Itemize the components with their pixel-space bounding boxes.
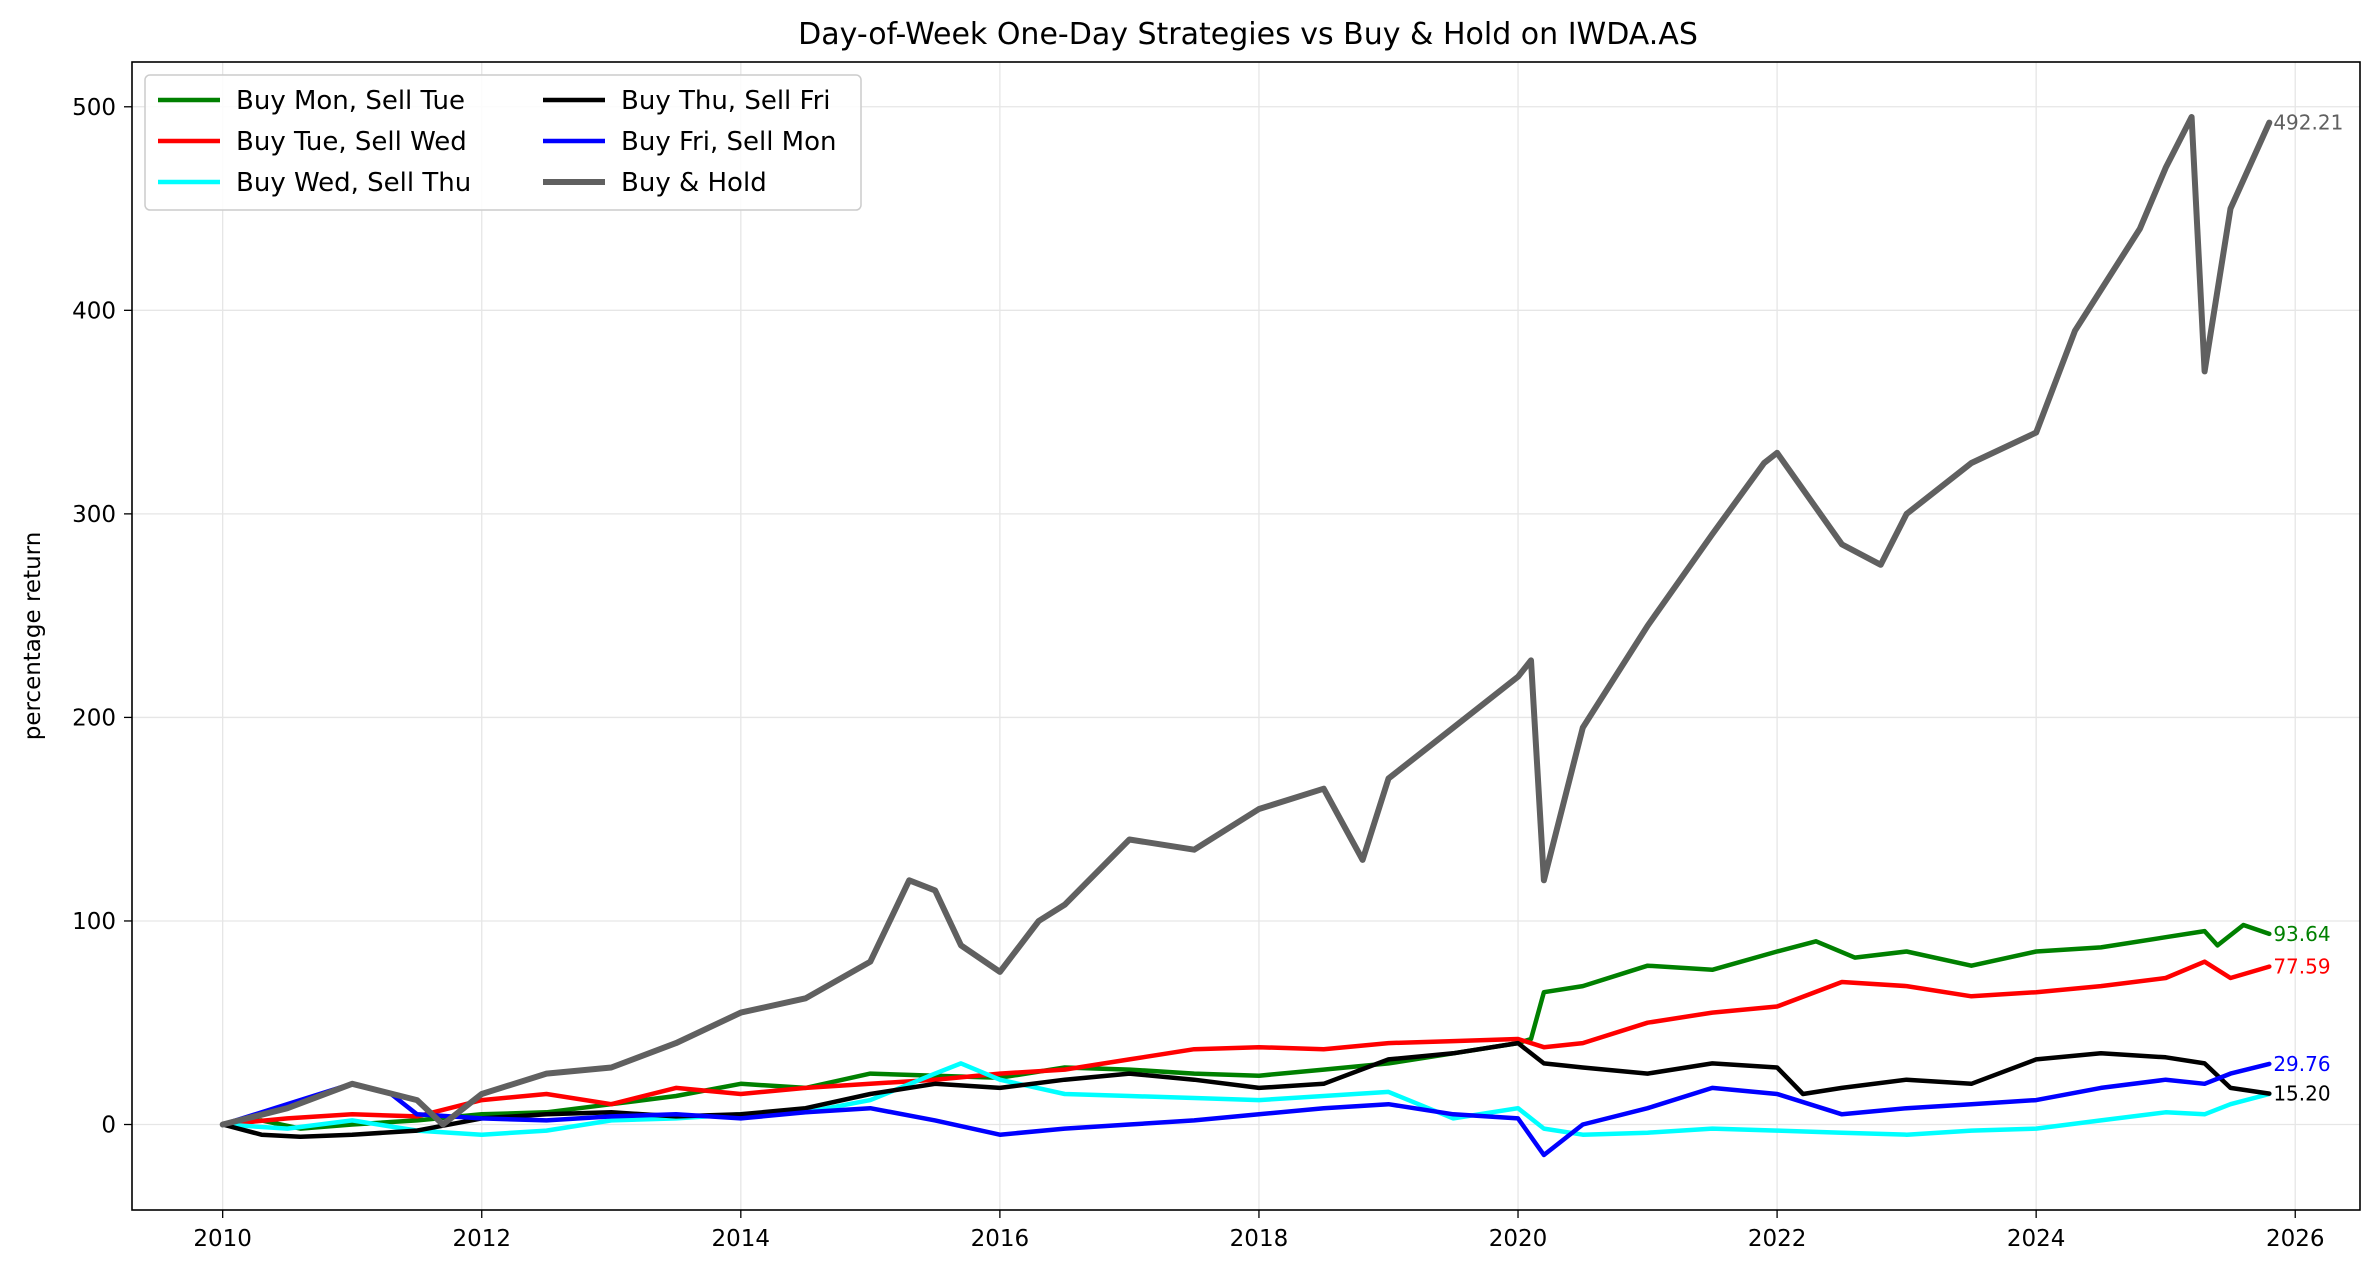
x-tick-label: 2018 xyxy=(1230,1226,1289,1252)
series-line xyxy=(220,1061,2272,1137)
legend-label: Buy & Hold xyxy=(621,168,767,198)
x-tick-label: 2010 xyxy=(193,1226,252,1252)
series-layer xyxy=(219,114,2273,1158)
legend-label: Buy Fri, Sell Mon xyxy=(621,127,837,157)
grid xyxy=(132,62,2360,1210)
series-end-label: 77.59 xyxy=(2273,955,2330,979)
x-tick-label: 2014 xyxy=(712,1226,771,1252)
series-line xyxy=(220,1061,2272,1158)
x-tick-label: 2024 xyxy=(2007,1226,2066,1252)
x-tick-label: 2026 xyxy=(2266,1226,2325,1252)
end-labels: 93.64 77.59 15.20 29.76 492.21 xyxy=(2273,111,2343,1106)
legend-label: Buy Thu, Sell Fri xyxy=(621,86,831,116)
y-axis-title: percentage return xyxy=(20,532,46,741)
series-end-label: 93.64 xyxy=(2273,922,2330,946)
legend-label: Buy Tue, Sell Wed xyxy=(236,127,467,157)
x-tick-label: 2012 xyxy=(452,1226,511,1252)
y-tick-label: 500 xyxy=(72,95,116,121)
y-axis: 0 100 200 300 400 500 xyxy=(72,95,132,1139)
series-line xyxy=(220,1040,2272,1139)
legend-box xyxy=(144,74,862,211)
series-end-label: 492.21 xyxy=(2273,111,2343,135)
x-tick-label: 2022 xyxy=(1748,1226,1807,1252)
y-tick-label: 300 xyxy=(72,502,116,528)
legend-label: Buy Wed, Sell Thu xyxy=(236,168,471,198)
chart-title: Day-of-Week One-Day Strategies vs Buy & … xyxy=(798,17,1698,52)
series-line xyxy=(220,922,2272,1131)
legend-label: Buy Mon, Sell Tue xyxy=(236,86,465,116)
x-tick-label: 2016 xyxy=(971,1226,1030,1252)
y-tick-label: 100 xyxy=(72,909,116,935)
plot-frame xyxy=(131,61,2361,1211)
y-tick-label: 200 xyxy=(72,705,116,731)
y-tick-label: 0 xyxy=(101,1113,116,1139)
legend: Buy Mon, Sell Tue Buy Tue, Sell Wed Buy We… xyxy=(144,74,862,211)
series-line xyxy=(220,959,2272,1127)
x-axis: 2010 2012 2014 2016 2018 2020 2022 2024 2026 xyxy=(193,1210,2325,1252)
series-end-label: 29.76 xyxy=(2273,1052,2330,1076)
series-end-label: 15.20 xyxy=(2273,1082,2330,1106)
y-tick-label: 400 xyxy=(72,298,116,324)
x-tick-label: 2020 xyxy=(1489,1226,1548,1252)
series-line xyxy=(219,114,2273,1128)
